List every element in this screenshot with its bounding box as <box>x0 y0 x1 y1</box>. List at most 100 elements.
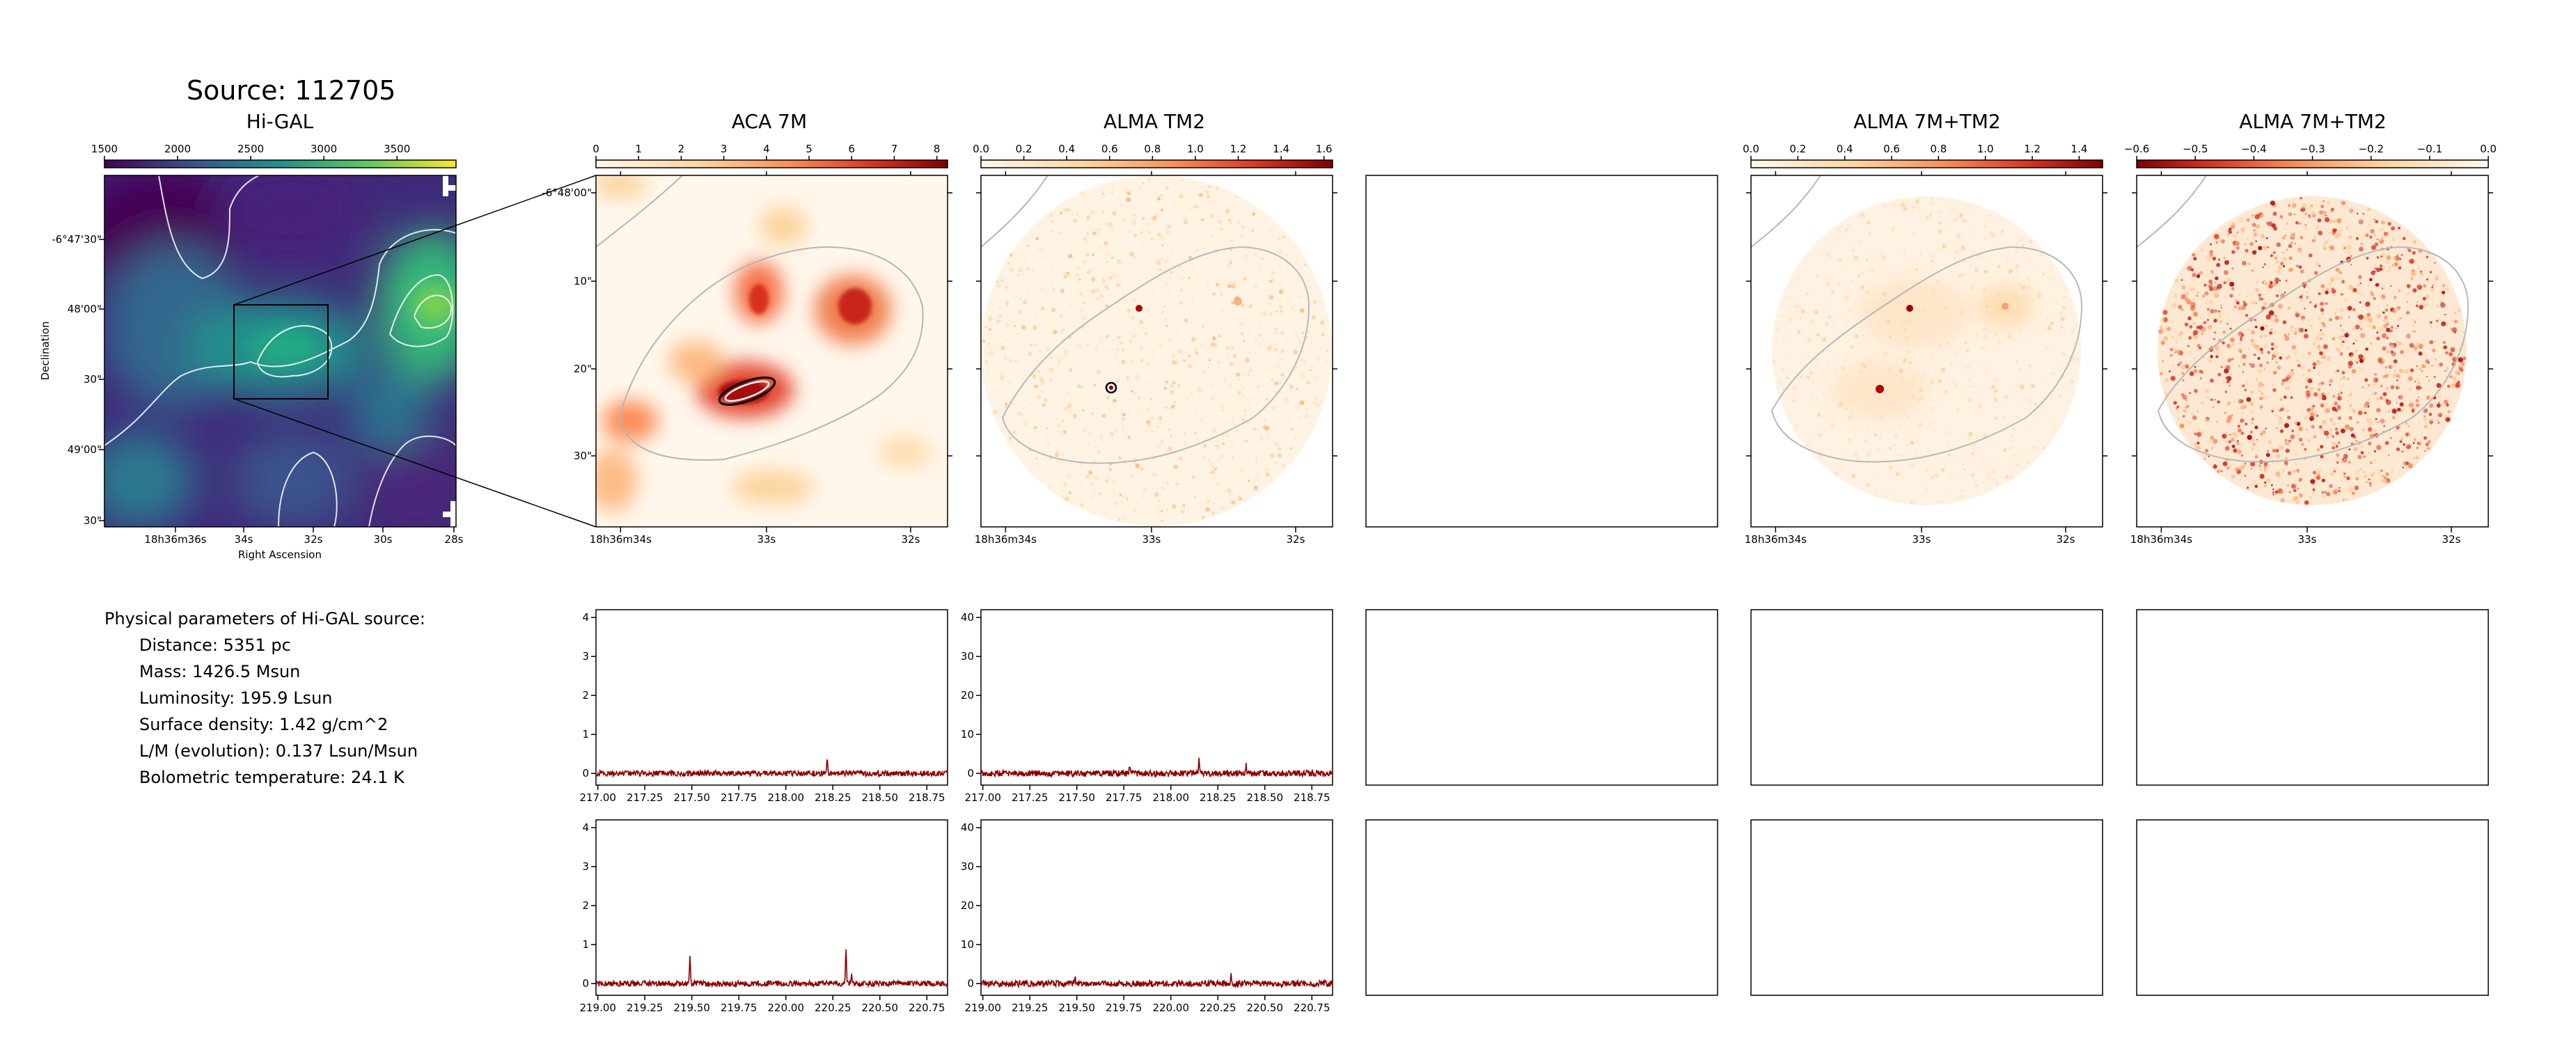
noise-speckle <box>1935 366 1938 370</box>
noise-speckle <box>2298 296 2300 299</box>
noise-speckle <box>2343 475 2346 478</box>
noise-speckle <box>2312 470 2317 475</box>
noise-speckle <box>1092 489 1097 493</box>
noise-speckle <box>2180 364 2186 370</box>
noise-speckle <box>2349 427 2354 432</box>
noise-speckle <box>1157 419 1163 424</box>
noise-speckle <box>1985 472 1988 475</box>
noise-speckle <box>2303 308 2306 310</box>
noise-speckle <box>2181 278 2183 281</box>
noise-speckle <box>2191 267 2194 270</box>
noise-speckle <box>1844 387 1848 391</box>
aca7m-xtick-label: 18h36m34s <box>589 533 652 546</box>
noise-speckle <box>2444 351 2449 355</box>
noise-speckle <box>2405 310 2410 315</box>
tm2-colorbar-tick-label: 1.2 <box>1230 143 1247 155</box>
noise-speckle <box>1006 338 1009 342</box>
noise-speckle <box>1855 230 1858 232</box>
noise-speckle <box>1091 277 1096 282</box>
noise-speckle <box>1273 257 1276 261</box>
noise-speckle <box>2231 222 2235 226</box>
noise-speckle <box>2379 396 2383 400</box>
noise-speckle <box>1903 373 1906 376</box>
noise-speckle <box>1061 489 1064 491</box>
noise-speckle <box>1883 351 1887 356</box>
noise-speckle <box>1873 292 1876 294</box>
noise-speckle <box>2264 481 2267 484</box>
noise-speckle <box>2252 250 2257 255</box>
noise-speckle <box>2318 425 2323 429</box>
spectrum-tm2-lower-xtick-label: 217.25 <box>1011 791 1049 804</box>
noise-speckle <box>2267 246 2269 248</box>
noise-speckle <box>1225 432 1229 435</box>
noise-speckle <box>2463 356 2467 361</box>
noise-speckle <box>2339 487 2341 489</box>
noise-speckle <box>2174 278 2178 283</box>
noise-speckle <box>1899 369 1903 374</box>
noise-speckle <box>1953 217 1958 222</box>
noise-speckle <box>1163 305 1165 308</box>
noise-speckle <box>2316 475 2321 480</box>
noise-speckle <box>1952 257 1956 260</box>
noise-speckle <box>2344 333 2349 338</box>
noise-speckle <box>2355 440 2357 442</box>
noise-speckle <box>1917 207 1920 209</box>
noise-speckle <box>2287 416 2291 420</box>
noise-speckle <box>1248 290 1250 292</box>
noise-speckle <box>2030 333 2032 335</box>
noise-speckle <box>2358 278 2362 281</box>
noise-speckle <box>1038 247 1044 253</box>
noise-speckle <box>1980 345 1985 350</box>
noise-speckle <box>1809 319 1814 324</box>
noise-speckle <box>998 314 1003 319</box>
noise-speckle <box>1104 374 1107 377</box>
noise-speckle <box>2427 440 2431 444</box>
noise-speckle <box>1926 466 1929 468</box>
noise-speckle <box>1974 484 1979 488</box>
noise-speckle <box>1236 404 1239 407</box>
noise-speckle <box>1110 432 1114 436</box>
noise-speckle <box>1844 228 1848 232</box>
noise-speckle <box>2397 340 2402 346</box>
noise-speckle <box>1269 312 1273 315</box>
noise-speckle <box>1230 362 1234 366</box>
noise-speckle <box>2295 221 2299 225</box>
noise-speckle <box>1249 368 1252 372</box>
noise-speckle <box>2429 340 2434 345</box>
noise-speckle <box>2220 239 2225 244</box>
noise-speckle <box>2238 385 2243 390</box>
noise-speckle <box>2311 342 2316 347</box>
noise-speckle <box>2284 333 2288 338</box>
noise-speckle <box>2369 482 2372 485</box>
noise-speckle <box>1263 268 1266 271</box>
noise-speckle <box>989 328 992 331</box>
noise-speckle <box>1970 262 1973 267</box>
noise-speckle <box>1196 475 1199 477</box>
noise-speckle <box>2374 472 2377 475</box>
noise-speckle <box>2295 501 2299 505</box>
noise-speckle <box>2405 348 2410 354</box>
noise-speckle <box>1278 304 1283 310</box>
noise-speckle <box>2230 294 2233 297</box>
noise-speckle <box>1255 456 1257 459</box>
noise-speckle <box>1142 182 1145 184</box>
noise-speckle <box>1938 221 1940 223</box>
noise-speckle <box>1207 498 1211 504</box>
noise-speckle <box>1800 308 1803 312</box>
noise-speckle <box>2334 294 2336 296</box>
noise-speckle <box>2335 445 2339 448</box>
noise-speckle <box>2051 372 2056 376</box>
noise-speckle <box>2324 402 2329 406</box>
noise-speckle <box>1983 335 1988 340</box>
noise-speckle <box>1232 418 1234 421</box>
noise-speckle <box>1097 450 1100 454</box>
noise-speckle <box>2213 292 2220 299</box>
noise-speckle <box>1947 290 1949 292</box>
noise-speckle <box>2422 296 2426 301</box>
noise-speckle <box>2354 485 2359 491</box>
higal-image <box>104 175 456 527</box>
noise-speckle <box>1186 503 1190 506</box>
noise-speckle <box>1113 501 1118 507</box>
noise-speckle <box>1860 271 1864 276</box>
